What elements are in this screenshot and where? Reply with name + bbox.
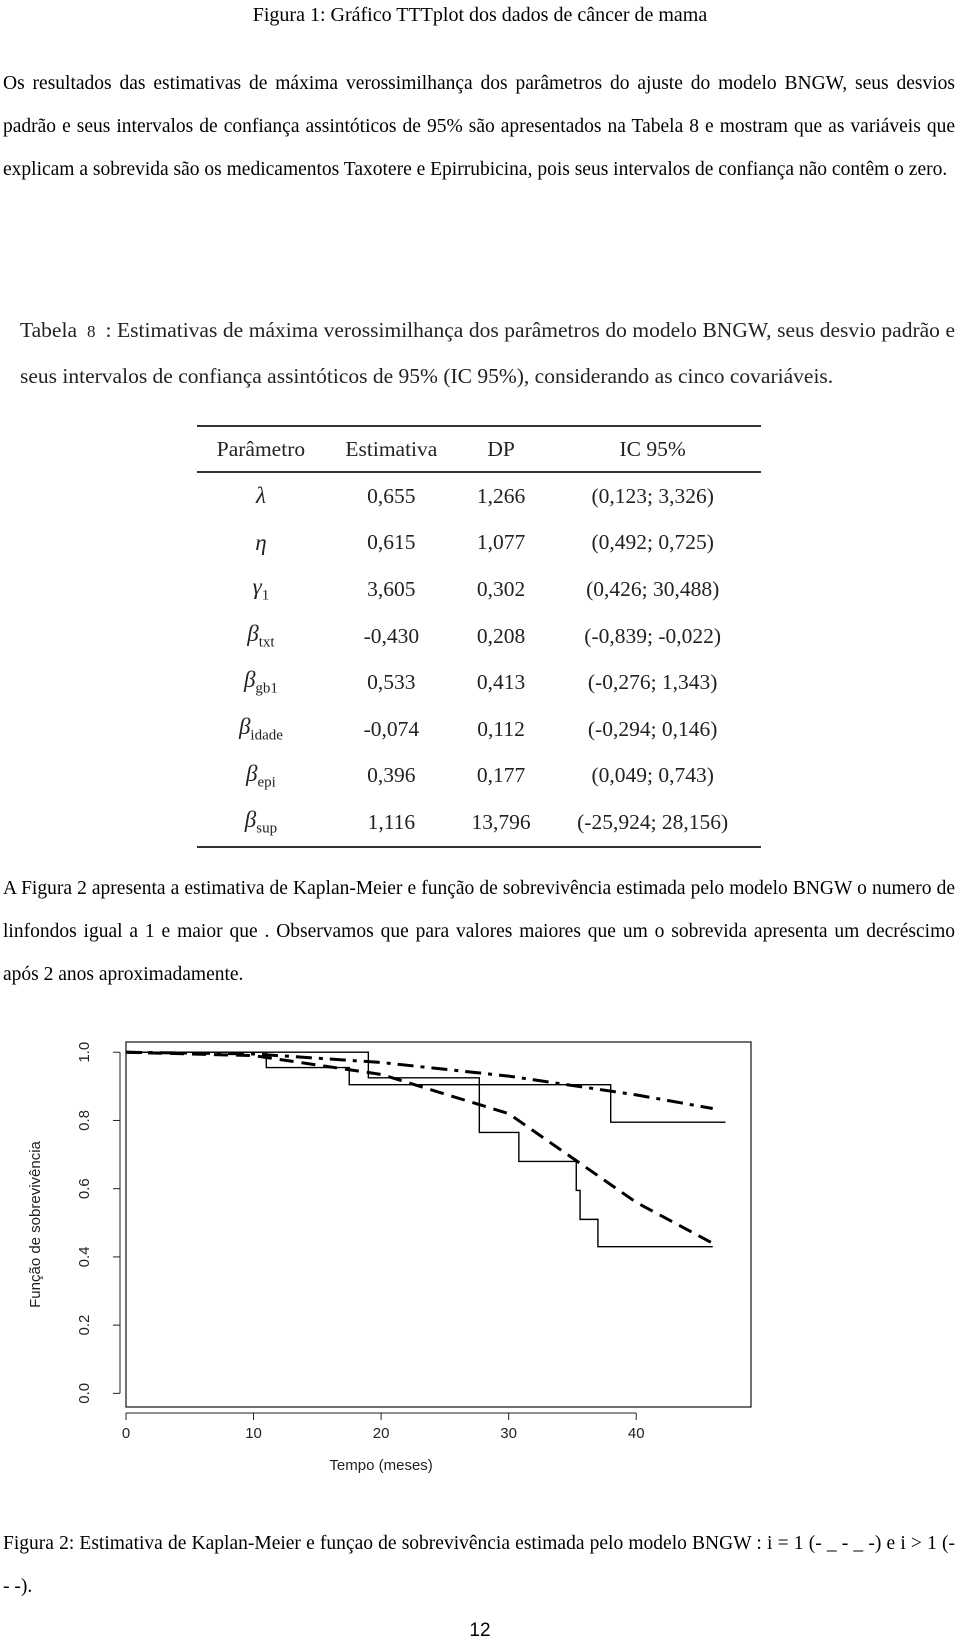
table-cell: 0,208 [476,623,526,648]
header-cell: Estimativa [324,425,458,473]
table-cell: 1,266 [476,483,526,508]
plot-frame [125,1041,752,1408]
header-cell: IC 95% [544,425,761,473]
series-line [126,1051,726,1123]
y-axis-label: Função de sobrevivência [27,1140,44,1307]
x-tick-label: 10 [245,1425,262,1442]
table-row: βepi 0,396 0,177 (0,049; 0,743) [197,753,761,800]
table-row: βtxt -0,430 0,208 (-0,839; -0,022) [197,613,761,660]
table-row: βsup 1,116 13,796 (-25,924; 28,156) [197,799,761,848]
parameter-symbol: η [255,529,267,555]
parameter-symbol: β [238,713,251,739]
parameter-symbol: β [244,807,257,833]
table-cell: 0,302 [476,576,526,601]
table-cell: 0,177 [476,763,526,788]
y-tick-label: 0.6 [76,1178,93,1199]
table-row: γ1 3,605 0,302 (0,426; 30,488) [197,566,761,613]
table-cell: (-25,924; 28,156) [544,799,761,848]
table-cell: 0,413 [476,670,526,695]
table-body: λ 0,655 1,266 (0,123; 3,326) η 0,615 1,077 (0,4… [197,472,761,848]
table-cell: (-0,276; 1,343) [587,670,718,695]
table-cell: -0,430 [363,623,420,648]
parameter-symbol: β [246,760,258,786]
y-tick-label: 0.4 [76,1246,93,1267]
table-row: λ 0,655 1,266 (0,123; 3,326) [197,472,761,520]
table-cell: 1,077 [476,530,526,555]
series-line [125,1050,713,1110]
parameter-symbol: λ [255,483,266,509]
x-tick-label: 20 [373,1425,390,1442]
table-cell: 1,116 [324,799,458,848]
y-tick-label: 0.8 [76,1110,93,1131]
header-row: Parâmetro Estimativa DP IC 95% [197,425,761,473]
parameter-symbol: β [247,620,259,646]
table-row: η 0,615 1,077 (0,492; 0,725) [197,520,761,567]
series-line [125,1050,714,1245]
parameter-cell: βgb1 [197,659,325,706]
parameter-cell: η [197,520,325,567]
header-cell: DP [457,425,545,473]
y-tick-label: 0.2 [76,1315,93,1336]
table-cell: (0,426; 30,488) [586,576,720,601]
parameter-subscript: idade [250,727,283,744]
parameter-subscript: gb1 [255,680,278,697]
paragraph: Os resultados das estimativas de máxima … [3,73,955,180]
parameter-cell: γ1 [197,566,325,613]
paragraph: A Figura 2 apresenta a estimativa de Kap… [3,878,955,985]
table-caption: Tabela 8: Estimativas de máxima verossimi… [20,308,955,398]
parameter-cell: βidade [197,706,325,753]
table-cell: (0,492; 0,725) [591,530,714,555]
table-cell: 0,112 [477,716,525,741]
parameter-subscript: txt [258,634,275,651]
parameter-symbol: β [243,667,256,693]
table-cell: 0,533 [367,670,416,695]
series-line [126,1051,713,1248]
parameter-cell: λ [197,472,325,520]
caption-number: 8 [86,322,96,341]
table-row: βidade -0,074 0,112 (-0,294; 0,146) [197,706,761,753]
table-cell: 0,655 [367,483,416,508]
caption-label: Tabela [20,318,77,342]
parameter-cell: βepi [197,753,325,800]
figure-caption: Figura 2: Estimativa de Kaplan-Meier e f… [3,1533,955,1597]
x-tick-label: 40 [628,1425,645,1442]
table-cell: (0,123; 3,326) [591,483,714,508]
table-cell: 0,396 [367,763,416,788]
figure-caption: Figura 1: Gráfico TTTplot dos dados de c… [252,4,708,26]
y-tick-label: 0.0 [76,1383,93,1404]
table-cell: 13,796 [457,799,545,848]
table: Parâmetro Estimativa DP IC 95% λ 0,655 1,266 (… [197,425,761,848]
table-cell: (0,049; 0,743) [591,763,714,788]
parameter-symbol: γ [252,574,262,600]
x-tick-label: 0 [122,1425,130,1442]
table-row: βgb1 0,533 0,413 (-0,276; 1,343) [197,659,761,706]
parameter-subscript: sup [256,820,278,837]
parameter-cell: βtxt [197,613,325,660]
table-cell: -0,074 [363,716,420,741]
parameter-subscript: 1 [261,587,270,604]
parameter-subscript: epi [257,774,276,791]
x-axis-label: Tempo (meses) [329,1457,432,1474]
table-cell: (-0,294; 0,146) [587,716,718,741]
table-cell: 0,615 [367,530,416,555]
chart: 0 10 20 30 40 0.0 0.2 0.4 0.6 0.8 1.0 Tempo (meses)… [27,1041,752,1474]
header-cell: Parâmetro [197,425,325,473]
table-cell: 3,605 [367,576,416,601]
x-tick-label: 30 [500,1425,517,1442]
table-cell: (-0,839; -0,022) [584,623,722,648]
caption-text: : Estimativas de máxima verossimilhança … [20,318,955,388]
page-number: 12 [469,1620,491,1641]
y-tick-label: 1.0 [76,1042,93,1063]
parameter-cell: βsup [197,799,325,848]
